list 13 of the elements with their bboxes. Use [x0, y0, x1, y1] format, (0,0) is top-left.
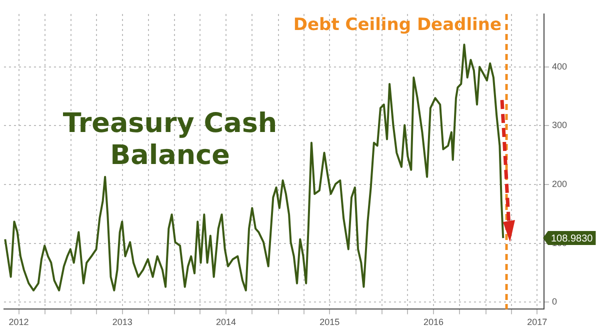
y-tick-label: 400 [552, 61, 568, 72]
x-tick-label: 2016 [424, 317, 444, 328]
x-tick-label: 2017 [527, 317, 548, 328]
ref-line-label: Debt Ceiling Deadline [293, 14, 502, 35]
y-tick-label: 0 [552, 296, 558, 307]
text: Treasury Cash Balance [62, 108, 278, 172]
y-tick-label: 200 [552, 179, 568, 190]
y-tick-label: 300 [552, 120, 568, 130]
x-tick-label: 2013 [112, 317, 132, 328]
x-tick-label: 2015 [320, 317, 340, 328]
text: 108.9830 [551, 233, 594, 244]
x-tick-label: 2014 [216, 317, 236, 328]
x-tick-label: 2012 [8, 317, 29, 328]
